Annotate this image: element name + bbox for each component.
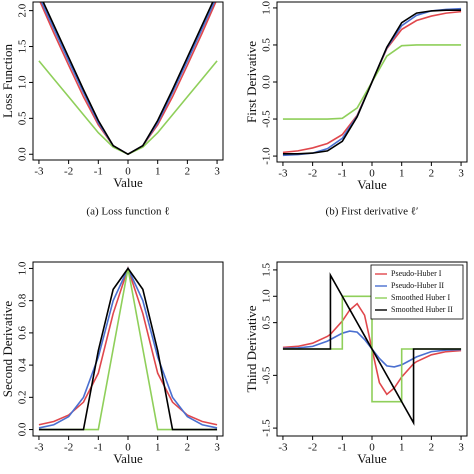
x-tick-label: -1 bbox=[94, 166, 103, 178]
series-line bbox=[38, 265, 218, 426]
y-tick-label: -1.0 bbox=[261, 147, 273, 165]
x-axis-label: Value bbox=[113, 451, 143, 466]
plot-area bbox=[282, 272, 462, 426]
plot-frame bbox=[276, 261, 468, 437]
plot-frame bbox=[32, 261, 224, 437]
x-tick-label: 0 bbox=[125, 166, 131, 178]
y-tick-label: 0.4 bbox=[17, 358, 29, 372]
plot-area bbox=[38, 265, 218, 431]
x-tick-label: 2 bbox=[185, 442, 191, 454]
x-tick-label: 1 bbox=[155, 442, 161, 454]
x-tick-label: 3 bbox=[214, 442, 220, 454]
x-tick-label: -2 bbox=[308, 442, 317, 454]
y-tick-label: 0.2 bbox=[17, 390, 29, 404]
series-line bbox=[282, 9, 462, 155]
y-tick-label: -0.5 bbox=[261, 110, 273, 128]
x-tick-label: -1 bbox=[338, 168, 347, 180]
legend-label: Smoothed Huber I bbox=[391, 293, 450, 302]
plot-area bbox=[38, 2, 218, 156]
series-line bbox=[42, 2, 214, 156]
x-tick-label: -3 bbox=[278, 442, 288, 454]
x-tick-label: -3 bbox=[278, 168, 288, 180]
legend-label: Pseudo-Huber II bbox=[391, 281, 444, 290]
caption: (a) Loss function ℓ bbox=[86, 206, 169, 218]
x-tick-label: -2 bbox=[64, 442, 73, 454]
series-line bbox=[38, 268, 218, 431]
y-axis-label: First Derivative bbox=[244, 41, 259, 123]
y-tick-label: 1.5 bbox=[261, 263, 273, 277]
y-tick-label: 0.0 bbox=[17, 147, 29, 161]
y-tick-label: 1.0 bbox=[17, 75, 29, 89]
y-tick-label: 0.6 bbox=[17, 326, 29, 340]
y-axis-label: Second Derivative bbox=[0, 301, 15, 398]
x-tick-label: 3 bbox=[214, 166, 220, 178]
x-tick-label: 2 bbox=[185, 166, 191, 178]
y-tick-label: 0.5 bbox=[261, 315, 273, 329]
x-tick-label: 3 bbox=[458, 442, 464, 454]
x-axis-label: Value bbox=[357, 451, 387, 466]
x-tick-label: 3 bbox=[458, 168, 464, 180]
x-tick-label: -1 bbox=[338, 442, 347, 454]
y-tick-label: 1.5 bbox=[17, 39, 29, 53]
x-tick-label: 1 bbox=[155, 166, 161, 178]
x-tick-label: -1 bbox=[94, 442, 103, 454]
x-tick-label: -3 bbox=[34, 442, 44, 454]
legend-label: Smoothed Huber II bbox=[391, 305, 453, 314]
x-tick-label: 0 bbox=[369, 442, 375, 454]
plot-area bbox=[282, 7, 462, 157]
x-tick-label: 1 bbox=[399, 442, 405, 454]
x-tick-label: -2 bbox=[308, 168, 317, 180]
y-tick-label: 2.0 bbox=[17, 3, 29, 17]
y-tick-label: 1.0 bbox=[261, 289, 273, 303]
series-line bbox=[282, 272, 462, 426]
y-tick-label: 0.5 bbox=[261, 38, 273, 52]
x-axis-label: Value bbox=[113, 175, 143, 190]
series-line bbox=[40, 2, 216, 156]
series-line bbox=[38, 266, 218, 429]
x-tick-label: -2 bbox=[64, 166, 73, 178]
series-line bbox=[38, 267, 218, 431]
legend-label: Pseudo-Huber I bbox=[391, 269, 442, 278]
y-tick-label: -0.5 bbox=[261, 366, 273, 384]
y-tick-label: 0.8 bbox=[17, 293, 29, 307]
x-tick-label: 0 bbox=[369, 168, 375, 180]
plot-frame bbox=[276, 1, 468, 163]
x-tick-label: 2 bbox=[429, 168, 435, 180]
y-tick-label: 0.0 bbox=[17, 422, 29, 436]
x-tick-label: 0 bbox=[125, 442, 131, 454]
y-axis-label: Third Derivative bbox=[244, 305, 259, 392]
y-axis-label: Loss Function bbox=[0, 43, 15, 118]
y-tick-label: -1.5 bbox=[261, 419, 273, 437]
x-axis-label: Value bbox=[357, 177, 387, 192]
x-tick-label: -3 bbox=[34, 166, 44, 178]
caption: (b) First derivative ℓ′ bbox=[326, 206, 419, 218]
y-tick-label: 0.5 bbox=[17, 111, 29, 125]
series-line bbox=[38, 60, 218, 156]
x-tick-label: 1 bbox=[399, 168, 405, 180]
x-tick-label: 2 bbox=[429, 442, 435, 454]
y-tick-label: 1.0 bbox=[17, 261, 29, 275]
y-tick-label: 1.0 bbox=[261, 1, 273, 15]
plot-frame bbox=[32, 1, 224, 161]
series-line bbox=[39, 2, 217, 156]
y-tick-label: 0.0 bbox=[261, 75, 273, 89]
